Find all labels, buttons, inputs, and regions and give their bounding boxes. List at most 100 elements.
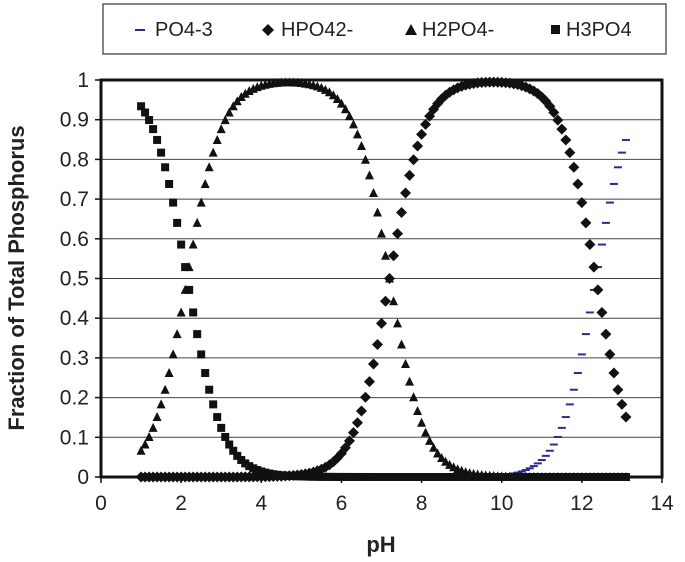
x-axis-label: pH xyxy=(366,532,395,557)
po4-point xyxy=(517,470,526,473)
po4-point xyxy=(617,151,626,154)
hpo4-point xyxy=(620,411,632,423)
h3po4-point xyxy=(333,472,342,481)
h2po4-point xyxy=(136,445,146,455)
h3po4-point xyxy=(357,472,366,481)
h3po4-point xyxy=(461,473,470,481)
hpo4-point xyxy=(363,376,375,388)
h2po4-point xyxy=(160,384,170,394)
h2po4-point xyxy=(212,134,222,144)
hpo4-point xyxy=(600,328,612,340)
h2po4-point xyxy=(236,92,246,102)
h3po4-point xyxy=(321,472,330,481)
po4-point xyxy=(545,449,554,452)
h3po4-point xyxy=(285,471,294,480)
h3po4-point xyxy=(373,472,382,481)
legend-item-h3po4: H3PO4 xyxy=(551,19,632,41)
h3po4-point xyxy=(261,468,270,477)
h3po4-point xyxy=(477,473,486,481)
h3po4-point xyxy=(541,473,550,481)
h3po4-point xyxy=(157,148,166,157)
h3po4-point xyxy=(565,473,574,481)
h3po4-point xyxy=(341,472,350,481)
h2po4-point xyxy=(344,111,354,121)
po4-point xyxy=(605,201,614,204)
h3po4-point xyxy=(381,472,390,481)
h3po4-point xyxy=(301,472,310,481)
po4-point xyxy=(561,416,570,419)
hpo4-point xyxy=(556,123,568,135)
hpo4-point xyxy=(355,405,367,417)
h2po4-point xyxy=(381,250,391,260)
h3po4-point xyxy=(537,473,546,481)
y-tick-label: 0.3 xyxy=(60,347,89,370)
h2po4-point xyxy=(421,427,431,437)
h3po4-point xyxy=(213,413,222,422)
legend-label-h3po4: H3PO4 xyxy=(566,19,632,41)
h3po4-point xyxy=(137,102,146,111)
h2po4-point xyxy=(240,88,250,98)
h3po4-point xyxy=(205,385,214,394)
y-tick-label: 0 xyxy=(77,466,89,489)
h2po4-point xyxy=(360,154,370,164)
h2po4-point xyxy=(328,90,338,100)
h3po4-point xyxy=(293,472,302,481)
h3po4-point xyxy=(217,423,226,432)
y-tick-label: 0.7 xyxy=(60,188,89,211)
h2po4-point xyxy=(352,129,362,139)
po4-point xyxy=(521,469,530,472)
po4-point xyxy=(585,311,594,314)
hpo4-point xyxy=(347,427,359,439)
po4-point xyxy=(621,138,630,141)
hpo4-point xyxy=(412,140,424,152)
h3po4-point xyxy=(237,456,246,465)
h3po4-point xyxy=(197,350,206,359)
h2po4-point xyxy=(433,448,443,458)
legend-box xyxy=(102,3,667,55)
po4-point xyxy=(609,182,618,185)
h2po4-point xyxy=(192,217,202,227)
y-tick-label: 0.6 xyxy=(60,228,89,251)
h3po4-point xyxy=(141,108,150,117)
hpo4-point xyxy=(376,317,387,329)
h2po4-point xyxy=(200,178,210,188)
hpo4-point xyxy=(604,348,616,360)
hpo4-point xyxy=(396,207,408,219)
h3po4-point xyxy=(149,125,158,134)
series-po4 xyxy=(137,138,630,478)
h3po4-point xyxy=(481,473,490,481)
h3po4-point xyxy=(209,400,218,409)
h2po4-point xyxy=(220,115,230,125)
x-tick-label: 0 xyxy=(95,492,107,515)
hpo4-point xyxy=(388,250,400,262)
po4-point xyxy=(577,353,586,356)
h2po4-point xyxy=(385,273,395,283)
hpo4-point xyxy=(584,239,596,251)
h3po4-point xyxy=(145,116,154,125)
h3po4-point xyxy=(513,473,522,481)
h3po4-point xyxy=(377,472,386,481)
legend: PO4-3 HPO42- H2PO4- H3PO4 xyxy=(102,3,667,55)
h3po4-point xyxy=(409,472,418,481)
h3po4-point xyxy=(389,472,398,481)
hpo4-point xyxy=(371,338,383,350)
h2po4-point xyxy=(144,431,154,441)
hpo4-point xyxy=(420,118,432,130)
h3po4-point xyxy=(241,459,250,468)
hpo4-point xyxy=(548,107,560,119)
h3po4-point xyxy=(165,179,174,188)
x-axis: 0 2 4 6 8 10 12 14 xyxy=(95,477,674,515)
h3po4-point xyxy=(317,472,326,481)
h3po4-point xyxy=(329,472,338,481)
po4-point xyxy=(541,454,550,457)
h2po4-point xyxy=(164,368,174,378)
legend-square-marker xyxy=(551,25,560,34)
legend-label-h2po4: H2PO4- xyxy=(422,19,494,41)
h3po4-point xyxy=(325,472,334,481)
series-h3po4 xyxy=(137,102,630,481)
h3po4-point xyxy=(445,473,454,481)
h3po4-point xyxy=(497,473,506,481)
h3po4-point xyxy=(501,473,510,481)
h2po4-point xyxy=(188,239,198,249)
h2po4-point xyxy=(156,399,166,409)
